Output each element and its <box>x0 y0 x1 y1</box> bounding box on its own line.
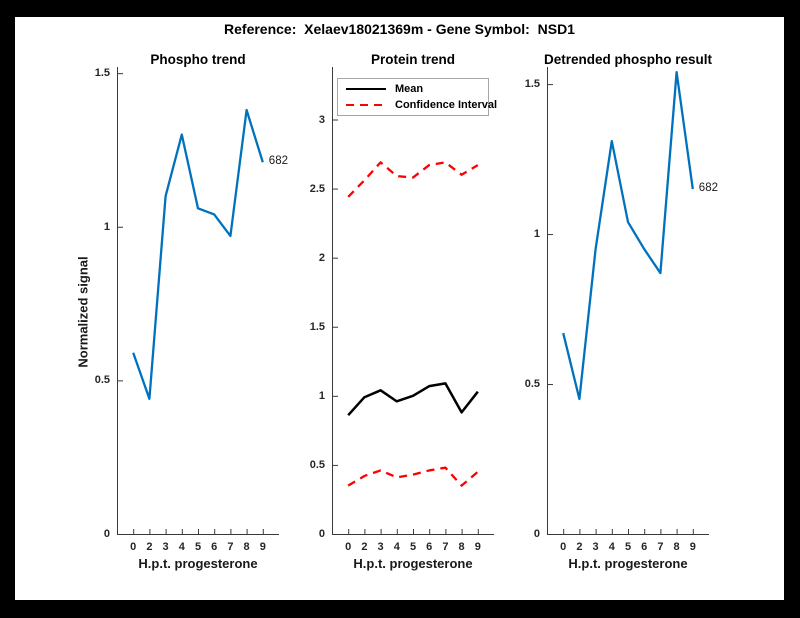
y-tick-label: 1.5 <box>309 320 325 333</box>
x-tick-label: 5 <box>624 541 632 553</box>
x-tick-label: 9 <box>474 541 481 553</box>
y-axis-label: Normalized signal <box>75 256 91 368</box>
series-line-phospho-signal <box>132 108 264 400</box>
x-tick-label: 2 <box>361 541 368 553</box>
x-tick-label: 0 <box>560 541 567 553</box>
subplot-title-detrended-result: Detrended phospho result <box>543 52 712 67</box>
figure-canvas: Reference: Xelaev18021369m - Gene Symbol… <box>15 17 784 600</box>
series-end-label-plot1: 682 <box>268 155 288 168</box>
legend-ci-dashed-line-icon <box>346 103 386 107</box>
x-tick-label: 4 <box>608 541 615 553</box>
y-tick-label: 0 <box>318 528 325 540</box>
subplot-title-phospho-trend: Phospho trend <box>150 52 246 67</box>
legend-ci-label: Confidence Interval <box>395 98 498 111</box>
x-tick-label: 7 <box>442 541 449 553</box>
plots-svg <box>117 67 709 535</box>
y-tick-label: 1 <box>318 389 325 402</box>
legend-entry-ci: Confidence Interval <box>338 97 497 112</box>
legend-entry-mean: Mean <box>338 82 488 97</box>
y-tick-label: 1.5 <box>524 78 540 91</box>
x-tick-label: 9 <box>259 541 266 553</box>
x-tick-label: 9 <box>689 541 696 553</box>
series-line-confidence-interval-lower <box>347 466 479 487</box>
x-tick-label: 8 <box>243 541 250 553</box>
x-tick-label: 6 <box>426 541 433 553</box>
x-tick-label: 7 <box>657 541 664 553</box>
x-tick-label: 6 <box>641 541 648 553</box>
x-tick-label: 2 <box>576 541 583 553</box>
x-axis-label-plot1: H.p.t. progesterone <box>138 556 258 571</box>
x-tick-label: 3 <box>377 541 384 553</box>
legend-mean-line-icon <box>346 88 386 91</box>
x-tick-label: 5 <box>409 541 417 553</box>
y-tick-label: 1 <box>533 228 540 241</box>
legend: Mean Confidence Interval <box>337 78 497 116</box>
series-line-mean <box>347 382 479 417</box>
y-tick-label: 0.5 <box>309 458 325 471</box>
x-tick-label: 8 <box>458 541 465 553</box>
series-end-label-plot3: 682 <box>698 182 718 195</box>
figure-title: Reference: Xelaev18021369m - Gene Symbol… <box>224 21 575 37</box>
x-tick-label: 6 <box>211 541 218 553</box>
x-tick-label: 4 <box>393 541 400 553</box>
x-tick-label: 3 <box>162 541 169 553</box>
y-tick-label: 0.5 <box>94 374 110 387</box>
x-tick-label: 0 <box>130 541 137 553</box>
series-line-confidence-interval-upper <box>347 161 479 198</box>
y-tick-label: 3 <box>318 113 325 126</box>
x-tick-label: 8 <box>673 541 680 553</box>
y-tick-label: 1.5 <box>94 67 110 80</box>
x-axis-label-plot2: H.p.t. progesterone <box>353 556 473 571</box>
x-tick-label: 7 <box>227 541 234 553</box>
x-tick-label: 4 <box>178 541 185 553</box>
x-tick-label: 3 <box>592 541 599 553</box>
x-tick-label: 0 <box>345 541 352 553</box>
y-tick-label: 0.5 <box>524 378 540 391</box>
y-tick-label: 2 <box>318 251 325 264</box>
x-axis-label-plot3: H.p.t. progesterone <box>568 556 688 571</box>
subplot-title-protein-trend: Protein trend <box>370 52 455 67</box>
y-tick-label: 0 <box>533 528 540 540</box>
y-tick-label: 1 <box>103 220 110 233</box>
legend-mean-label: Mean <box>395 83 424 96</box>
x-tick-label: 5 <box>194 541 202 553</box>
y-tick-label: 0 <box>103 528 110 540</box>
x-tick-label: 2 <box>146 541 153 553</box>
series-line-detrended-phospho-signal <box>562 70 694 401</box>
y-tick-label: 2.5 <box>309 182 325 195</box>
